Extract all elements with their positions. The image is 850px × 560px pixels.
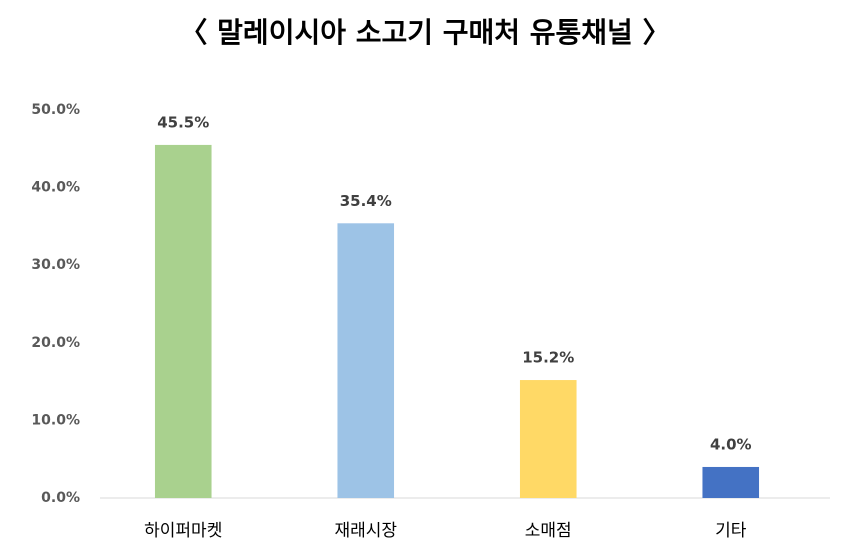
- y-tick-label: 0.0%: [41, 490, 80, 506]
- bar: [337, 223, 395, 498]
- x-tick-label: 소매점: [525, 521, 572, 541]
- value-label: 45.5%: [157, 113, 209, 131]
- y-tick-label: 10.0%: [31, 412, 80, 428]
- y-tick-label: 40.0%: [31, 180, 80, 196]
- value-label: 4.0%: [710, 435, 752, 453]
- x-tick-label: 재래시장: [334, 521, 397, 541]
- value-label: 35.4%: [340, 192, 392, 210]
- bar: [702, 466, 760, 498]
- bar: [154, 144, 212, 499]
- value-label: 15.2%: [522, 349, 574, 367]
- x-tick-label: 기타: [715, 521, 747, 541]
- y-tick-label: 20.0%: [31, 335, 80, 351]
- y-tick-label: 50.0%: [31, 102, 80, 118]
- y-tick-label: 30.0%: [31, 257, 80, 273]
- x-tick-label: 하이퍼마켓: [144, 521, 222, 541]
- bar: [519, 380, 577, 498]
- chart-title: 〈 말레이시아 소고기 구매처 유통채널 〉: [179, 16, 670, 49]
